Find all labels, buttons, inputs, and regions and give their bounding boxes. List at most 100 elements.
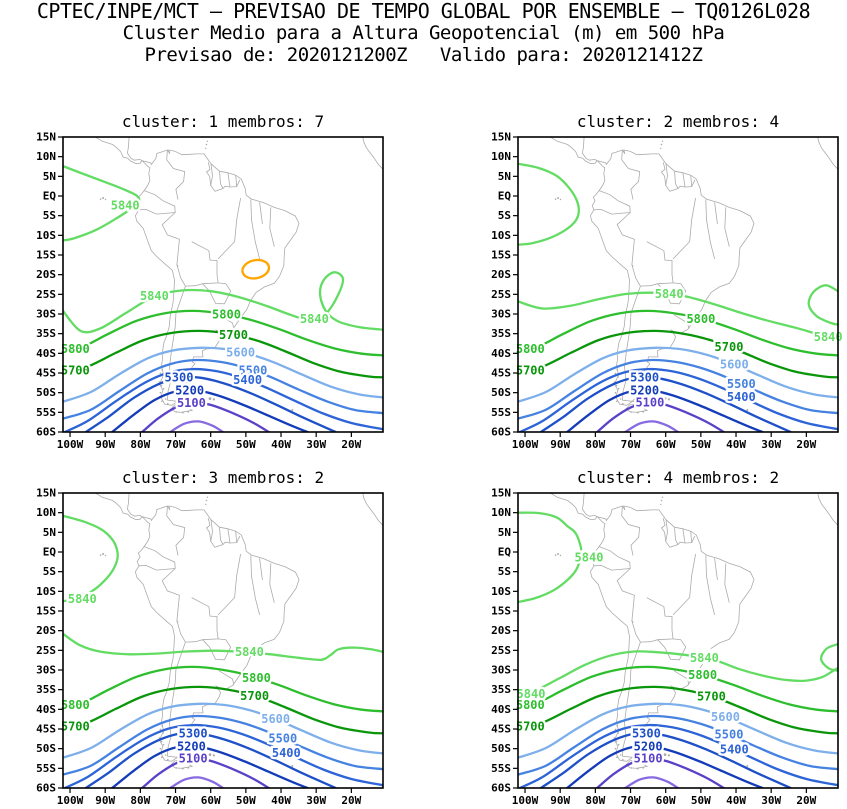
island-dot [104, 554, 107, 557]
contour-5400 [63, 367, 383, 432]
contour-label-5800: 5800 [61, 342, 90, 356]
map-geography [549, 493, 838, 770]
axes: 15N10N5NEQ5S10S15S20S25S30S35S40S45S50S5… [36, 131, 362, 452]
island-dot [162, 387, 165, 390]
country-border [161, 568, 180, 623]
island-dot [557, 553, 560, 555]
country-border [705, 199, 715, 259]
contour-label-5840: 5840 [235, 645, 264, 659]
island-dot [159, 372, 162, 375]
contour-label-5800: 5800 [686, 312, 715, 326]
country-border [631, 241, 674, 287]
y-tick-label: 5S [43, 209, 56, 222]
country-border [672, 553, 696, 616]
country-border [217, 553, 241, 616]
contour-5840 [518, 162, 580, 246]
y-tick-label: 15N [491, 487, 511, 500]
island-dot [167, 758, 169, 761]
country-border [593, 546, 631, 571]
x-tick-label: 90W [550, 438, 570, 451]
y-tick-label: 55S [36, 406, 56, 419]
x-tick-label: 70W [621, 438, 641, 451]
contour-5400 [518, 367, 838, 432]
country-border [705, 555, 715, 615]
island-dot [212, 754, 215, 757]
y-tick-label: 5N [498, 526, 511, 539]
map-frame [62, 492, 384, 789]
contour-label-5840: 5840 [111, 198, 140, 212]
south-america-coastline [134, 505, 300, 762]
contour-label-5700: 5700 [516, 720, 545, 734]
island-dot [208, 753, 212, 756]
contour-5300 [84, 731, 337, 788]
contour-label-5600: 5600 [711, 710, 740, 724]
island-dot [663, 753, 667, 756]
y-tick-label: 25S [36, 644, 56, 657]
y-tick-label: 30S [36, 664, 56, 677]
island-dot [164, 754, 167, 756]
y-tick-label: 50S [36, 742, 56, 755]
x-tick-label: 100W [512, 794, 539, 807]
x-tick-label: 50W [691, 438, 711, 451]
island-dot [291, 409, 294, 411]
main-title: CPTEC/INPE/MCT — PREVISAO DE TEMPO GLOBA… [36, 0, 811, 23]
contour-label-5100: 5100 [634, 752, 663, 766]
subtitle: Cluster Medio para a Altura Geopotencial… [122, 22, 725, 44]
country-border [673, 670, 690, 685]
country-border [362, 137, 383, 170]
island-dot [559, 198, 562, 201]
cluster-panel-4: cluster: 4 membros: 2 5800 5800 5700 5700 560… [491, 468, 839, 807]
y-tick-label: 15N [36, 487, 56, 500]
contour-5840 [518, 650, 838, 697]
contour-label-5800: 5800 [61, 698, 90, 712]
contour-5200 [111, 744, 309, 788]
island-dot [622, 402, 624, 405]
contour-label-5300: 5300 [179, 727, 208, 741]
y-tick-label: 10S [36, 585, 56, 598]
country-border [714, 202, 718, 224]
island-dot [615, 740, 618, 743]
contour-label-5400: 5400 [727, 390, 756, 404]
x-tick-label: 90W [95, 438, 115, 451]
axes: 15N10N5NEQ5S10S15S20S25S30S35S40S45S50S5… [491, 131, 817, 452]
map-frame [517, 492, 839, 789]
contour-5400 [518, 723, 838, 788]
contour-label-5600: 5600 [720, 358, 749, 372]
contour-lines [63, 164, 383, 432]
island-dot [205, 147, 207, 150]
y-tick-label: 40S [36, 347, 56, 360]
y-tick-label: 45S [36, 723, 56, 736]
y-tick-label: 10S [36, 229, 56, 242]
island-dot [663, 397, 667, 400]
contour-label-5700: 5700 [61, 364, 90, 378]
contour-label-5100: 5100 [177, 396, 206, 410]
y-tick-label: 60S [36, 426, 56, 439]
country-border [682, 528, 686, 544]
country-border [202, 638, 232, 661]
island-dot [660, 499, 663, 502]
contour-label-5840: 5840 [575, 551, 604, 565]
contour-5840 [518, 511, 583, 604]
forecast-validity: Previsao de: 2020121200Z Valido para: 20… [144, 44, 703, 66]
country-border [176, 241, 219, 287]
x-tick-label: 90W [550, 794, 570, 807]
country-border [94, 493, 143, 521]
y-tick-label: EQ [498, 190, 512, 203]
island-dot [182, 767, 184, 770]
y-tick-label: 50S [36, 386, 56, 399]
contour-5200 [566, 744, 764, 788]
island-dot [559, 554, 562, 557]
contour-5840 [63, 271, 383, 334]
island-dot [554, 554, 557, 556]
x-tick-label: 60W [656, 438, 676, 451]
y-tick-label: 10N [36, 150, 56, 163]
island-dot [187, 767, 189, 769]
x-tick-label: 40W [726, 438, 746, 451]
contour-5700 [63, 685, 383, 735]
contour-5600 [518, 702, 838, 759]
y-tick-label: 40S [36, 703, 56, 716]
island-dot [205, 143, 208, 146]
y-tick-label: 15S [491, 605, 511, 618]
contour-label-5500: 5500 [268, 731, 297, 745]
